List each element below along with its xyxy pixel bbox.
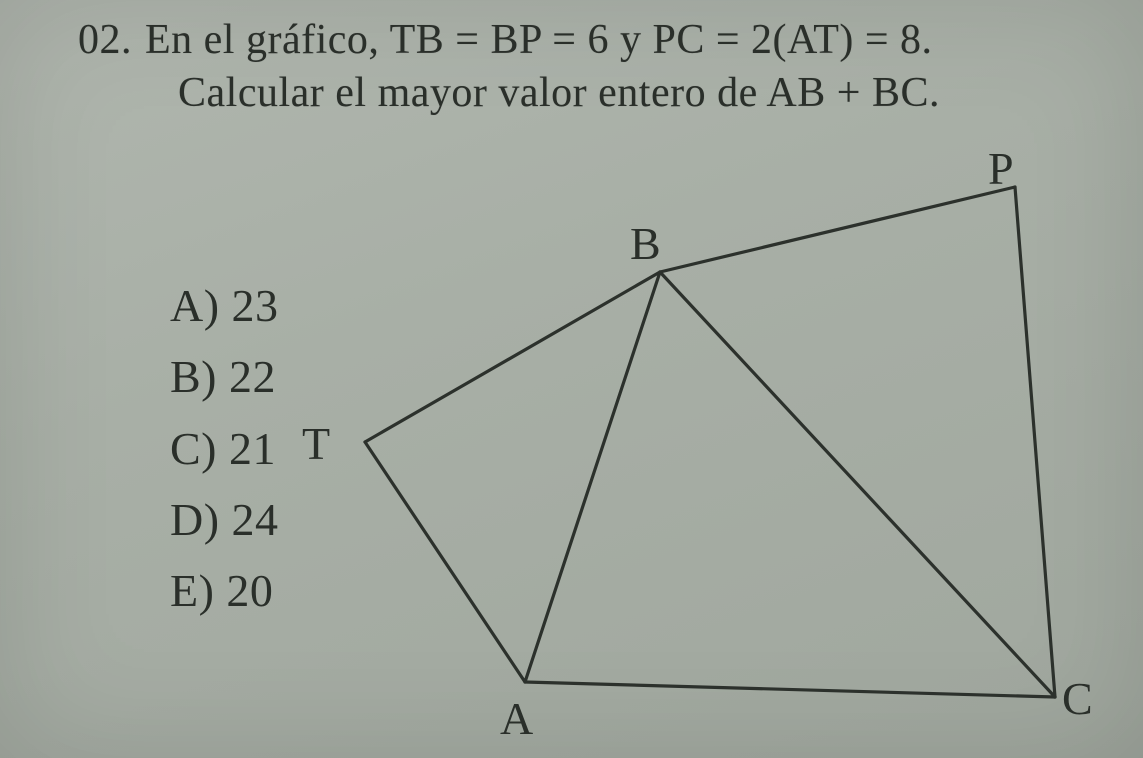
page: 02. En el gráfico, TB = BP = 6 y PC = 2(… <box>0 0 1143 758</box>
problem-line2: Calcular el mayor valor entero de AB + B… <box>178 67 1123 120</box>
problem-line1: En el gráfico, TB = BP = 6 y PC = 2(AT) … <box>145 17 933 63</box>
option-c: C) 21 <box>170 413 279 484</box>
vertex-label-t: T <box>302 417 330 470</box>
option-a: A) 23 <box>170 270 279 341</box>
vertex-label-p: P <box>988 142 1014 195</box>
option-d: D) 24 <box>170 484 279 555</box>
diagram-svg <box>330 182 1130 752</box>
diagram-edges <box>365 187 1055 697</box>
problem-number: 02. <box>78 17 132 63</box>
vertex-label-c: C <box>1062 672 1093 725</box>
geometry-diagram: P B T A C <box>330 182 1130 752</box>
vertex-label-a: A <box>500 692 533 745</box>
option-e: E) 20 <box>170 555 279 626</box>
option-b: B) 22 <box>170 341 279 412</box>
vertex-label-b: B <box>630 217 661 270</box>
answer-options: A) 23 B) 22 C) 21 D) 24 E) 20 <box>170 270 279 626</box>
problem-statement: 02. En el gráfico, TB = BP = 6 y PC = 2(… <box>78 14 1123 119</box>
